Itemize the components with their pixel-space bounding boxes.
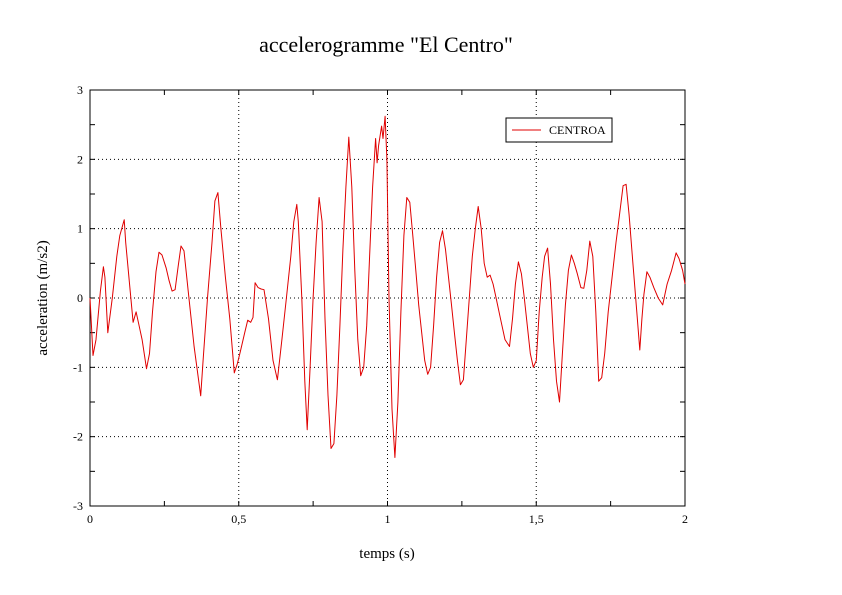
y-tick-label: -2 xyxy=(73,430,83,444)
axis-ticks xyxy=(89,89,686,507)
legend-label-centroa: CENTROA xyxy=(549,123,606,137)
y-tick-label: 2 xyxy=(77,152,83,166)
x-axis-tick-labels: 0 0,5 1 1,5 2 xyxy=(87,512,688,526)
x-tick-label: 0,5 xyxy=(231,512,246,526)
legend: CENTROA xyxy=(505,117,613,143)
x-tick-label: 1 xyxy=(385,512,391,526)
y-tick-label: 0 xyxy=(77,291,83,305)
grid-lines xyxy=(90,90,685,506)
x-tick-label: 0 xyxy=(87,512,93,526)
x-tick-label: 2 xyxy=(682,512,688,526)
series-line-centroa xyxy=(89,115,686,458)
y-axis-title: acceleration (m/s2) xyxy=(35,240,51,355)
y-axis-tick-labels: -3 -2 -1 0 1 2 3 xyxy=(73,83,83,513)
x-tick-label: 1,5 xyxy=(529,512,544,526)
y-tick-label: 1 xyxy=(77,222,83,236)
chart-title: accelerogramme "El Centro" xyxy=(259,32,513,57)
x-axis-title: temps (s) xyxy=(359,546,414,562)
y-tick-label: -1 xyxy=(73,360,83,374)
y-tick-label: 3 xyxy=(77,83,83,97)
series-layer xyxy=(89,115,686,458)
y-tick-label: -3 xyxy=(73,499,83,513)
